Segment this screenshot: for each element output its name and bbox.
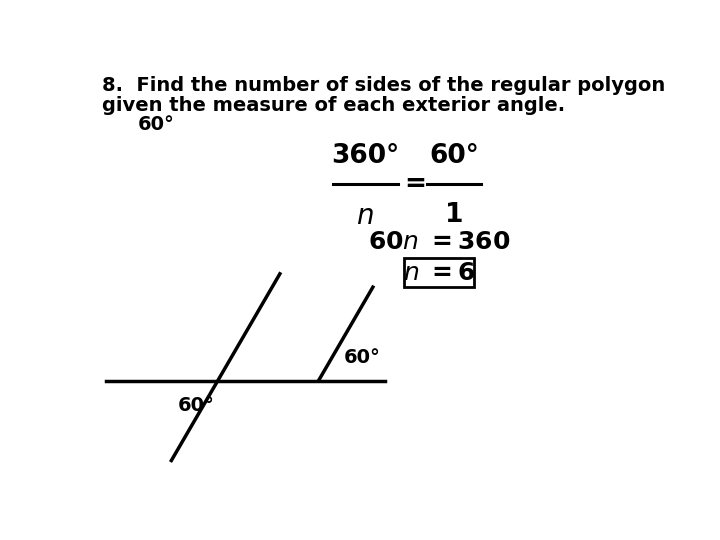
Text: 8.  Find the number of sides of the regular polygon: 8. Find the number of sides of the regul… — [102, 76, 665, 96]
Text: =: = — [405, 171, 426, 197]
Text: 60°: 60° — [178, 396, 215, 415]
Text: $\mathbf{60\mathit{n}}$ $\mathbf{= 360}$: $\mathbf{60\mathit{n}}$ $\mathbf{= 360}$ — [368, 230, 510, 254]
Text: 60°: 60° — [429, 143, 480, 168]
Text: $\mathit{n}$: $\mathit{n}$ — [356, 202, 374, 230]
Text: 1: 1 — [445, 202, 464, 228]
Text: 360°: 360° — [331, 143, 400, 168]
Bar — [404, 258, 474, 287]
Text: $\mathbf{\mathit{n}}$ $\mathbf{= 6}$: $\mathbf{\mathit{n}}$ $\mathbf{= 6}$ — [402, 261, 475, 285]
Text: given the measure of each exterior angle.: given the measure of each exterior angle… — [102, 96, 564, 114]
Text: 60°: 60° — [343, 348, 380, 367]
Text: 60°: 60° — [138, 115, 175, 134]
